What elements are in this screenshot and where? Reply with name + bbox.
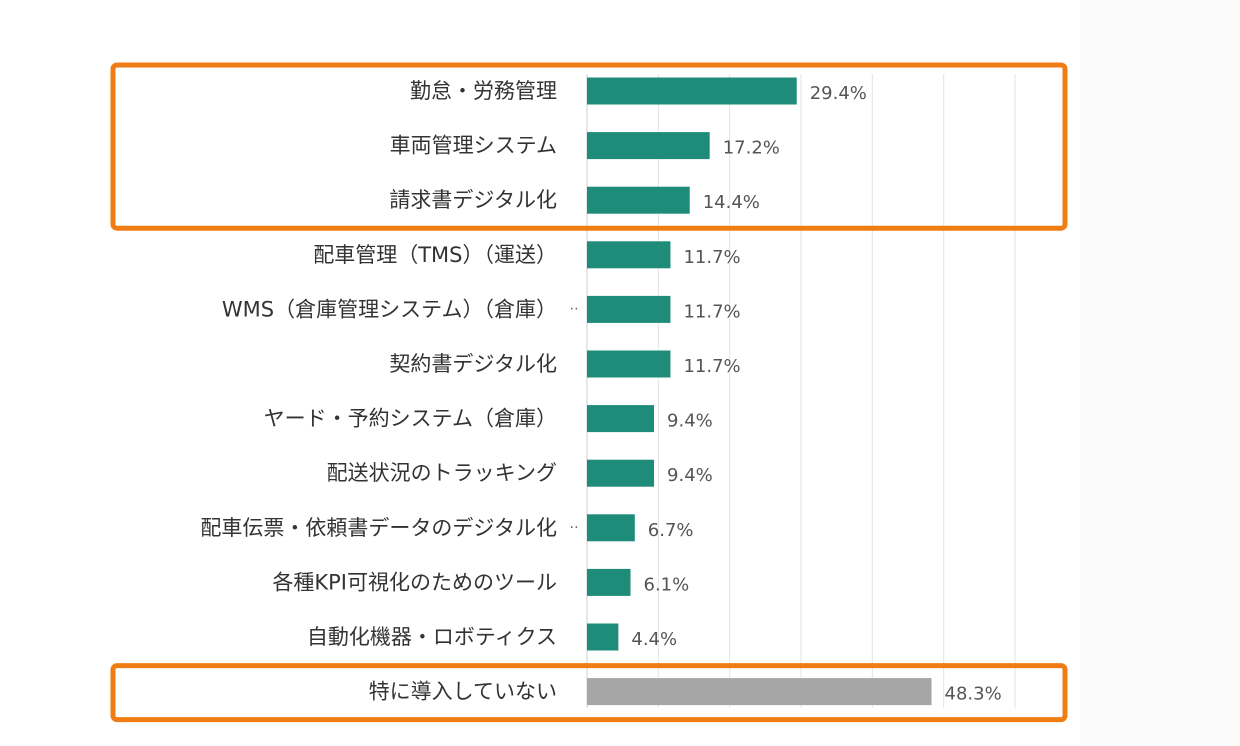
highlight-box-1 xyxy=(110,663,1068,723)
value-labels: 29.4% 17.2% 14.4% 11.7% 11.7% 11.7% 9.4% 9.4% 6.… xyxy=(631,83,1001,705)
value-label-0: 29.4% xyxy=(810,83,867,104)
bar-0 xyxy=(587,77,797,105)
category-label-4: WMS（倉庫管理システム）（倉庫） xyxy=(222,297,557,321)
value-label-6: 9.4% xyxy=(667,411,713,432)
value-label-11: 48.3% xyxy=(945,684,1002,705)
bar-1 xyxy=(587,132,710,160)
category-label-0: 勤怠・労務管理 xyxy=(410,79,557,103)
truncation-mark-4: ‥ xyxy=(569,297,578,313)
bar-10 xyxy=(587,623,619,651)
value-label-8: 6.7% xyxy=(648,520,694,541)
category-label-1: 車両管理システム xyxy=(390,134,557,158)
category-label-8: 配車伝票・依頼書データのデジタル化 xyxy=(200,516,557,540)
category-label-2: 請求書デジタル化 xyxy=(389,188,557,212)
category-label-11: 特に導入していない xyxy=(369,680,557,704)
right-margin xyxy=(1080,0,1240,746)
category-label-7: 配送状況のトラッキング xyxy=(327,461,557,485)
bar-11 xyxy=(587,678,932,706)
bars xyxy=(587,77,932,706)
highlight-boxes xyxy=(110,62,1068,723)
value-label-5: 11.7% xyxy=(683,356,740,377)
bar-4 xyxy=(587,295,671,323)
truncation-mark-8: ‥ xyxy=(569,516,578,532)
value-label-1: 17.2% xyxy=(723,138,780,159)
value-label-4: 11.7% xyxy=(683,301,740,322)
value-label-9: 6.1% xyxy=(644,574,690,595)
bar-3 xyxy=(587,241,671,269)
bar-2 xyxy=(587,186,690,214)
category-label-6: ヤード・予約システム（倉庫） xyxy=(264,407,557,431)
gridlines xyxy=(586,74,1016,708)
bar-9 xyxy=(587,568,631,596)
category-label-3: 配車管理（TMS）（運送） xyxy=(313,243,557,267)
value-label-10: 4.4% xyxy=(631,629,677,650)
category-label-9: 各種KPI可視化のためのツール xyxy=(272,570,557,594)
bar-6 xyxy=(587,405,655,433)
value-label-3: 11.7% xyxy=(683,247,740,268)
bar-7 xyxy=(587,459,655,487)
category-label-10: 自動化機器・ロボティクス xyxy=(307,625,557,649)
bar-5 xyxy=(587,350,671,378)
bar-8 xyxy=(587,514,635,542)
value-label-7: 9.4% xyxy=(667,465,713,486)
highlight-box-0 xyxy=(110,62,1068,231)
left-margin xyxy=(0,0,100,746)
category-label-5: 契約書デジタル化 xyxy=(389,352,557,376)
value-label-2: 14.4% xyxy=(703,192,760,213)
